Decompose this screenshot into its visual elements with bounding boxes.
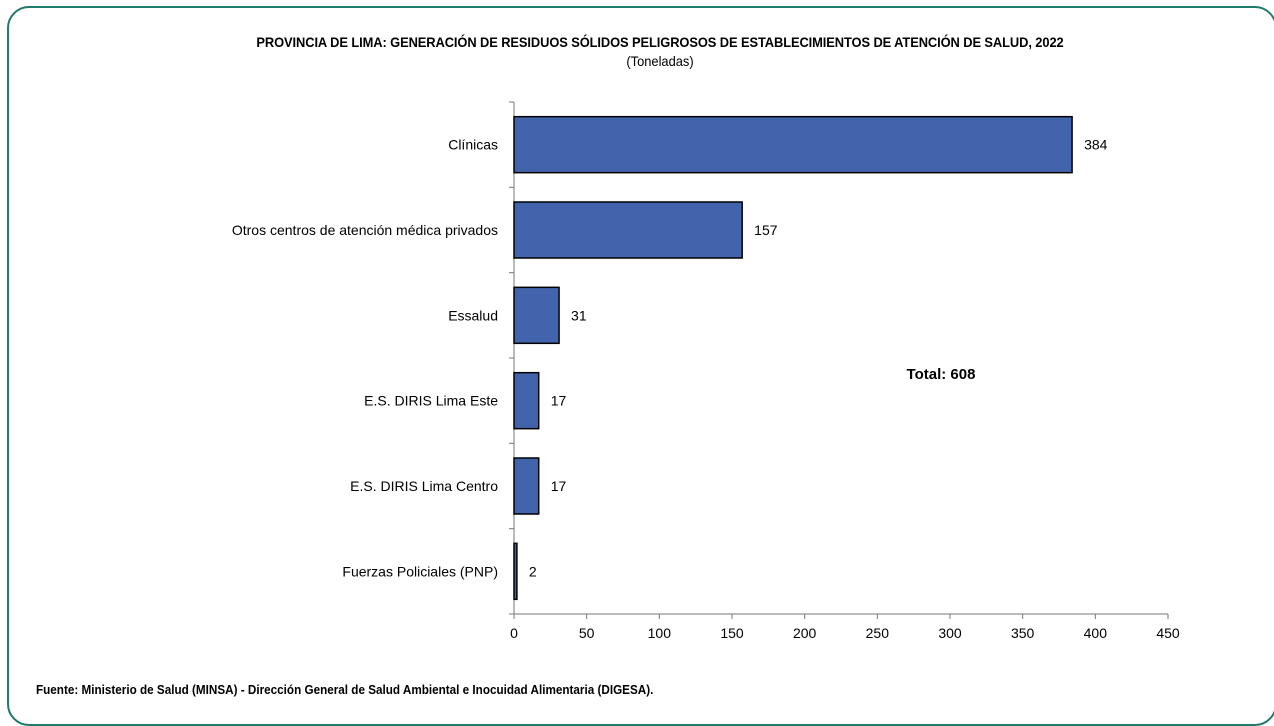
category-label: E.S. DIRIS Lima Centro [350, 478, 498, 494]
total-annotation: Total: 608 [907, 366, 976, 383]
bar [513, 371, 540, 430]
bar [513, 115, 1073, 174]
source-note: Fuente: Ministerio de Salud (MINSA) - Di… [36, 682, 654, 697]
category-label: Otros centros de atención médica privado… [232, 222, 498, 238]
x-tick-label: 250 [866, 625, 890, 641]
category-label: Clínicas [448, 137, 498, 153]
bar [513, 286, 560, 345]
bar [513, 457, 540, 515]
chart-title: PROVINCIA DE LIMA: GENERACIÓN DE RESIDUO… [256, 34, 1064, 50]
x-tick-label: 200 [793, 625, 817, 641]
bar [513, 542, 518, 601]
data-label: 157 [754, 222, 778, 238]
x-tick-label: 450 [1156, 625, 1180, 641]
category-label: Fuerzas Policiales (PNP) [342, 563, 498, 579]
data-label: 17 [551, 393, 567, 409]
x-tick-label: 100 [648, 625, 672, 641]
x-tick-label: 300 [938, 625, 962, 641]
chart-subtitle: (Toneladas) [626, 53, 694, 69]
x-tick-label: 150 [720, 625, 744, 641]
x-tick-label: 50 [579, 625, 595, 641]
data-label: 2 [529, 563, 537, 579]
data-label: 31 [571, 307, 587, 323]
x-tick-label: 400 [1084, 625, 1108, 641]
x-tick-label: 0 [510, 625, 518, 641]
data-label: 17 [551, 478, 567, 494]
x-tick-label: 350 [1011, 625, 1035, 641]
bar-chart: 0 50 100 150 200 250 300 350 400 450 Clínicas 384 O… [232, 101, 1180, 641]
category-label: E.S. DIRIS Lima Este [364, 393, 498, 409]
data-label: 384 [1084, 137, 1108, 153]
category-label: Essalud [448, 307, 498, 323]
bar [513, 201, 743, 259]
